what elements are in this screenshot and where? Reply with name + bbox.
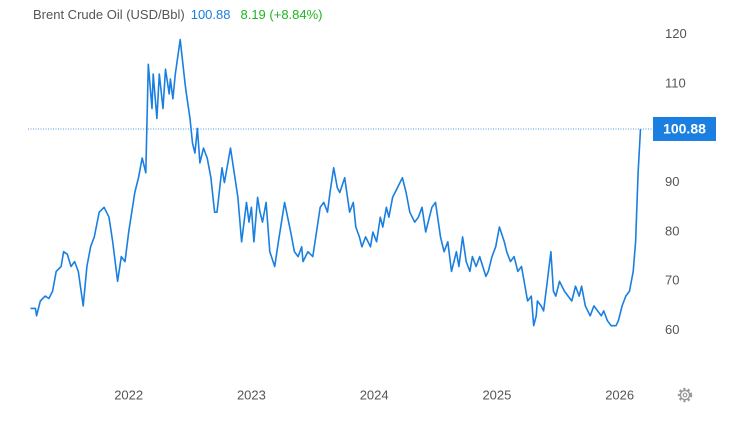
settings-icon[interactable] [677,387,693,403]
y-tick-label: 110 [665,75,686,90]
y-tick-label: 70 [665,273,679,288]
y-tick-label: 120 [665,26,687,41]
x-tick-label: 2025 [482,387,511,402]
y-tick-label: 90 [665,174,679,189]
last-price-box [653,116,716,141]
y-tick-label: 80 [665,223,679,238]
price-line [30,38,642,327]
x-tick-label: 2022 [114,387,143,402]
x-tick-label: 2023 [237,387,266,402]
last-price: 100.88 [191,7,231,22]
x-tick-label: 2026 [605,387,634,402]
chart-title: Brent Crude Oil (USD/Bbl) [33,7,185,22]
last-price-label: 100.88 [663,121,706,137]
x-tick-label: 2024 [360,387,389,402]
chart-header: Brent Crude Oil (USD/Bbl) 100.88 8.19 (+8.… [33,7,323,22]
y-tick-label: 60 [665,322,679,337]
price-change: 8.19 (+8.84%) [240,7,322,22]
